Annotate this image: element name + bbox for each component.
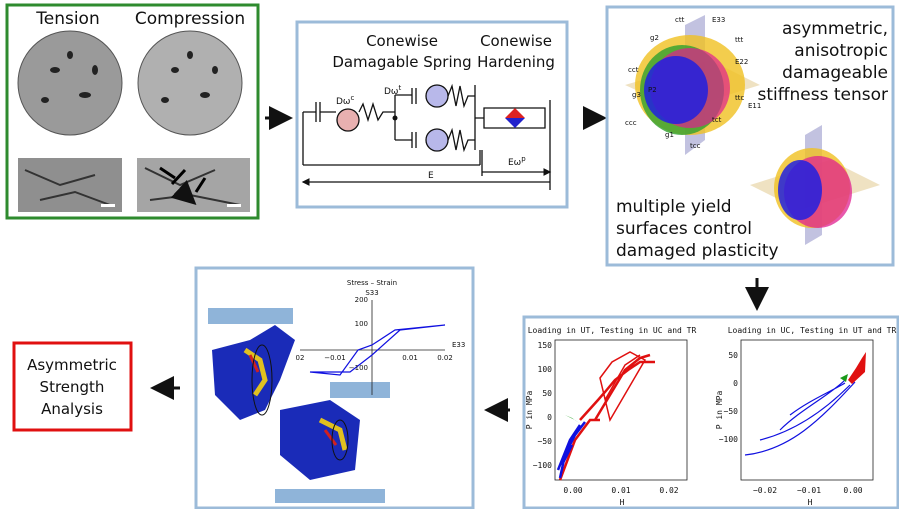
tick-label: −0.01 — [324, 354, 345, 362]
tensor-panel: ctt ttt cct ttc ccc tcc tct g2 g3 g1 P2 E11 E22 E33 a… — [605, 5, 895, 267]
tick-label: 0 — [547, 413, 552, 422]
label: Analysis — [41, 400, 103, 418]
tick-label: −50 — [724, 407, 739, 416]
tick-label: g1 — [665, 131, 674, 139]
tick-label: 50 — [728, 351, 738, 360]
label: Dωt — [384, 84, 401, 97]
tick-label: −50 — [538, 437, 553, 446]
tick-label: 200 — [355, 296, 368, 304]
axis-label: H — [620, 498, 625, 507]
caption: multiple yield — [616, 197, 732, 217]
caption: damaged plasticity — [616, 241, 779, 261]
tick-label: g3 — [632, 91, 641, 99]
tick-label: 0.00 — [843, 486, 862, 495]
tick-label: cct — [628, 66, 639, 74]
axis-label: P in MPa — [525, 391, 534, 430]
tick-label: 50 — [542, 389, 552, 398]
tick-label: g2 — [650, 34, 659, 42]
plot-title: Stress – Strain — [347, 279, 397, 287]
tick-label: 02 — [296, 354, 305, 362]
tick-label: 100 — [355, 320, 368, 328]
tick-label: P2 — [648, 86, 657, 94]
axis-label: P in MPa — [715, 391, 724, 430]
label: Tension — [35, 9, 99, 29]
tick-label: 0.01 — [611, 486, 630, 495]
tick-label: 0 — [733, 379, 738, 388]
title: Damagable Spring — [332, 53, 471, 71]
caption: asymmetric, — [782, 19, 888, 39]
tick-label: ctt — [675, 16, 685, 24]
microct-panel: Tension Compression — [5, 3, 260, 218]
fe-panel: Stress – Strain S33 E33 200 100 −100 02 −0.0… — [194, 266, 475, 509]
caption: anisotropic — [794, 41, 888, 61]
tick-label: 0.02 — [437, 354, 453, 362]
tick-label: ccc — [625, 119, 637, 127]
tick-label: −100 — [719, 435, 738, 444]
tick-label: 150 — [538, 341, 553, 350]
title: Conewise — [480, 32, 552, 50]
label: Asymmetric — [27, 356, 117, 374]
label: Strength — [40, 378, 105, 396]
tick-label: 0.02 — [659, 486, 678, 495]
tick-label: E22 — [735, 58, 748, 66]
tests-panel: Loading in UT, Testing in UC and TR Load… — [522, 315, 899, 509]
label: E — [428, 171, 434, 181]
title: Hardening — [477, 53, 555, 71]
model-panel: Conewise Damagable Spring Conewise Harde… — [297, 20, 569, 209]
tick-label: −0.01 — [797, 486, 821, 495]
tick-label: tcc — [690, 142, 701, 150]
tick-label: E33 — [712, 16, 725, 24]
result-box: Asymmetric Strength Analysis — [12, 341, 133, 432]
tick-label: −100 — [349, 364, 368, 372]
axis-label: E33 — [452, 341, 465, 349]
title: Conewise — [366, 32, 438, 50]
tick-label: 0.01 — [402, 354, 418, 362]
tick-label: 100 — [538, 365, 553, 374]
plot-title: Loading in UT, Testing in UC and TR — [528, 326, 697, 335]
tick-label: tct — [712, 116, 722, 124]
tick-label: ttt — [735, 36, 743, 44]
label: Eωp — [508, 155, 526, 168]
tick-label: ttc — [735, 94, 744, 102]
tick-label: −100 — [533, 461, 552, 470]
label: Compression — [135, 9, 245, 29]
label: Dωc — [336, 94, 354, 107]
plot-title: Loading in UC, Testing in UT and TR — [728, 326, 897, 335]
caption: damageable — [782, 63, 888, 83]
caption: stiffness tensor — [758, 85, 888, 105]
tick-label: E11 — [748, 102, 761, 110]
axis-label: S33 — [365, 289, 378, 297]
tick-label: 0.00 — [563, 486, 582, 495]
axis-label: H — [808, 498, 813, 507]
tick-label: −0.02 — [753, 486, 777, 495]
caption: surfaces control — [616, 219, 752, 239]
